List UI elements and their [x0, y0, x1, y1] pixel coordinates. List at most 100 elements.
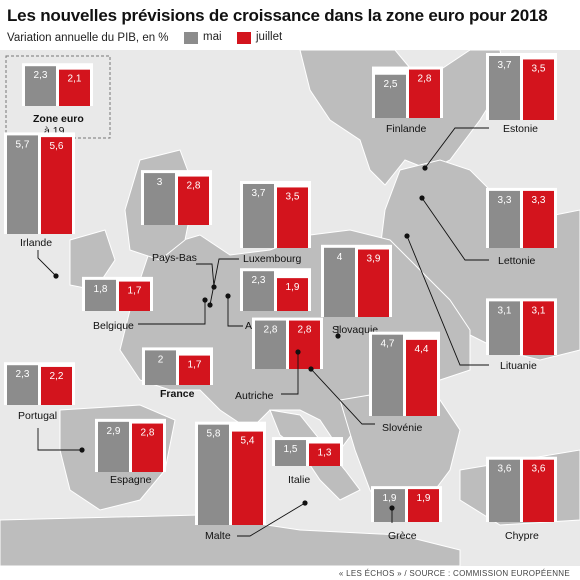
value-label-mai-espagne: 2,9: [107, 426, 121, 437]
connector-dot-portugal: [79, 447, 85, 453]
category-label-lituanie: Lituanie: [500, 360, 537, 372]
bar-juillet-grece: [408, 489, 439, 522]
legend-label-juillet: juillet: [256, 31, 283, 43]
value-label-juillet-grece: 1,9: [417, 493, 431, 504]
bar-juillet-portugal: [41, 366, 72, 405]
bar-juillet-lettonie: [523, 190, 554, 248]
category-label-slovenie: Slovénie: [382, 422, 422, 434]
bar-mai-allemagne: [243, 271, 274, 311]
bar-mai-france: [145, 350, 176, 385]
category-label-malte: Malte: [205, 530, 231, 542]
value-label-mai-italie: 1,5: [284, 444, 298, 455]
connector-dot-irlande: [53, 273, 59, 279]
bar-mai-autriche: [255, 320, 286, 369]
value-label-mai-lettonie: 3,3: [498, 195, 512, 206]
connector-dot-belgique: [202, 297, 208, 303]
category-label-slovaquie: Slovaquie: [332, 324, 378, 336]
bar-mai-grece: [374, 489, 405, 522]
connector-allemagne: [227, 296, 243, 327]
value-label-juillet-allemagne: 1,9: [286, 282, 300, 293]
bar-juillet-slovenie: [406, 339, 437, 416]
connector-luxembourg: [209, 258, 239, 306]
value-label-mai-slovaquie: 4: [337, 252, 343, 263]
bar-mai-lettonie: [489, 190, 520, 248]
bar-mai-luxembourg: [243, 183, 274, 248]
bar-juillet-irlande: [41, 137, 72, 234]
value-label-mai-luxembourg: 3,7: [252, 188, 266, 199]
category-label-estonie: Estonie: [503, 123, 538, 135]
bar-mai-malte: [198, 424, 229, 525]
bar-mai-lituanie: [489, 301, 520, 355]
connector-dot-slovenie: [308, 366, 314, 372]
value-label-juillet-portugal: 2,2: [50, 371, 64, 382]
value-label-mai-finlande: 2,5: [384, 79, 398, 90]
bar-juillet-luxembourg: [277, 187, 308, 248]
value-label-mai-portugal: 2,3: [16, 369, 30, 380]
connector-dot-lettonie: [419, 195, 425, 201]
value-label-juillet-luxembourg: 3,5: [286, 191, 300, 202]
category-label-pays-bas: Pays-Bas: [152, 252, 197, 264]
value-label-mai-slovenie: 4,7: [381, 339, 395, 350]
connector-lituanie: [406, 235, 489, 366]
value-label-juillet-estonie: 3,5: [532, 63, 546, 74]
value-label-juillet-espagne: 2,8: [141, 428, 155, 439]
category-label-france: France: [160, 388, 195, 400]
category-label-finlande: Finlande: [386, 123, 426, 135]
connector-irlande: [37, 250, 57, 277]
category-label-espagne: Espagne: [110, 474, 152, 486]
category-label-grece: Grèce: [388, 530, 417, 542]
connector-slovenie: [310, 368, 375, 425]
value-label-mai-malte: 5,8: [207, 429, 221, 440]
bar-juillet-malte: [232, 431, 263, 525]
category-label-belgique: Belgique: [93, 320, 134, 332]
bar-juillet-france: [179, 355, 210, 385]
bar-mai-chypre: [489, 459, 520, 522]
chart-subtitle: Variation annuelle du PIB, en %: [7, 32, 169, 44]
chart-title: Les nouvelles prévisions de croissance d…: [7, 6, 548, 25]
connector-autriche: [281, 352, 299, 395]
bar-juillet-pays-bas: [178, 176, 209, 225]
value-label-mai-grece: 1,9: [383, 493, 397, 504]
connector-portugal: [37, 428, 82, 451]
category-label-irlande: Irlande: [20, 237, 52, 249]
connector-dot-pays-bas: [211, 284, 217, 290]
value-label-juillet-pays-bas: 2,8: [187, 181, 201, 192]
category-label-portugal: Portugal: [18, 410, 57, 422]
connector-malte: [237, 502, 306, 537]
value-label-juillet-malte: 5,4: [241, 436, 255, 447]
value-label-mai-france: 2: [158, 354, 164, 365]
category-label-luxembourg: Luxembourg: [243, 253, 302, 265]
category-label-zone-euro: Zone euro: [33, 113, 84, 125]
bar-juillet-espagne: [132, 423, 163, 472]
bar-juillet-lituanie: [523, 301, 554, 355]
connector-pays-bas: [196, 263, 215, 288]
value-label-juillet-slovenie: 4,4: [415, 344, 429, 355]
bar-juillet-belgique: [119, 281, 150, 311]
bar-mai-irlande: [7, 135, 38, 234]
connector-dot-estonie: [422, 165, 428, 171]
bar-mai-slovaquie: [324, 247, 355, 317]
value-label-juillet-lituanie: 3,1: [532, 305, 546, 316]
value-label-mai-lituanie: 3,1: [498, 305, 512, 316]
value-label-mai-pays-bas: 3: [157, 177, 163, 188]
value-label-juillet-autriche: 2,8: [298, 325, 312, 336]
bar-juillet-italie: [309, 443, 340, 466]
bar-mai-finlande: [375, 74, 406, 118]
value-label-juillet-irlande: 5,6: [50, 141, 64, 152]
bar-juillet-zone-euro: [59, 69, 90, 106]
bar-mai-belgique: [85, 279, 116, 311]
connector-dot-grece: [389, 505, 395, 511]
connector-estonie: [424, 127, 489, 169]
connector-dot-autriche: [295, 349, 301, 355]
value-label-mai-allemagne: 2,3: [252, 275, 266, 286]
bar-juillet-allemagne: [277, 278, 308, 311]
value-label-mai-zone-euro: 2,3: [34, 70, 48, 81]
value-label-juillet-lettonie: 3,3: [532, 195, 546, 206]
connector-dot-luxembourg: [207, 302, 213, 308]
connector-dot-malte: [302, 500, 308, 506]
bar-mai-portugal: [7, 365, 38, 405]
value-label-juillet-belgique: 1,7: [128, 286, 142, 297]
value-label-juillet-italie: 1,3: [318, 448, 332, 459]
legend-swatch-mai: [184, 32, 198, 44]
bar-mai-italie: [275, 440, 306, 466]
